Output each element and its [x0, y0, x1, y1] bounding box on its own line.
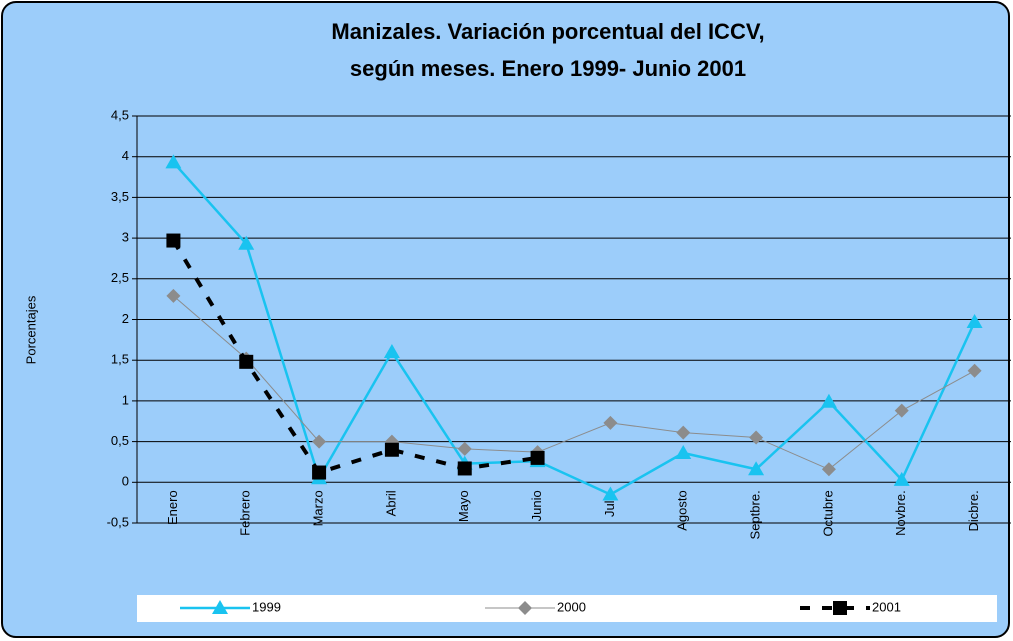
y-tick-label: -0,5 [107, 514, 129, 529]
y-tick-label: 3,5 [111, 189, 129, 204]
legend-label: 2001 [872, 599, 901, 614]
legend-label: 2000 [557, 599, 586, 614]
chart-title: Manizales. Variación porcentual del ICCV… [331, 19, 764, 44]
y-tick-label: 1 [122, 392, 129, 407]
legend-marker [212, 600, 228, 614]
data-point [312, 434, 327, 449]
data-point [603, 415, 618, 430]
x-tick-label: Mayo [456, 490, 471, 522]
x-tick-label: Octubre [820, 490, 835, 536]
data-point [967, 363, 982, 378]
data-point [821, 462, 836, 477]
data-point [749, 430, 764, 445]
y-tick-label: 3 [122, 230, 129, 245]
data-point [676, 425, 691, 440]
x-tick-label: Junio [529, 490, 544, 521]
x-tick-label: Septbre. [748, 490, 763, 539]
y-tick-label: 2,5 [111, 270, 129, 285]
data-point [238, 235, 255, 250]
legend-label: 1999 [252, 599, 281, 614]
x-tick-label: Abril [383, 490, 398, 516]
chart-subtitle: según meses. Enero 1999- Junio 2001 [350, 56, 746, 81]
data-point [239, 354, 254, 369]
y-tick-label: 4,5 [111, 107, 129, 122]
x-tick-label: Marzo [311, 490, 326, 526]
y-tick-label: 2 [122, 311, 129, 326]
y-tick-label: 0 [122, 474, 129, 489]
x-tick-label: Enero [165, 490, 180, 525]
series-line [173, 295, 975, 470]
x-tick-label: Novbre. [893, 490, 908, 536]
data-point [820, 393, 837, 408]
data-point [893, 471, 910, 486]
data-point [166, 288, 181, 303]
data-point [966, 313, 983, 328]
data-point [384, 442, 399, 457]
data-point [602, 486, 619, 501]
series-line [172, 161, 976, 496]
x-tick-label: Agosto [675, 490, 690, 530]
data-point [166, 233, 181, 248]
data-point [165, 154, 182, 169]
data-point [894, 403, 909, 418]
y-tick-label: 4 [122, 148, 129, 163]
data-point [312, 465, 327, 480]
y-tick-label: 0,5 [111, 433, 129, 448]
x-tick-label: Febrero [238, 490, 253, 536]
y-tick-label: 1,5 [111, 352, 129, 367]
data-point [457, 441, 472, 456]
data-point [530, 450, 545, 465]
data-point [383, 344, 400, 359]
x-tick-label: Dicbre. [966, 490, 981, 531]
data-point [748, 461, 765, 476]
legend-marker [518, 601, 532, 615]
series-line [171, 239, 538, 475]
data-point [675, 444, 692, 459]
data-point [457, 461, 472, 476]
legend-marker [833, 601, 847, 615]
y-axis-label: Porcentajes [23, 295, 38, 364]
